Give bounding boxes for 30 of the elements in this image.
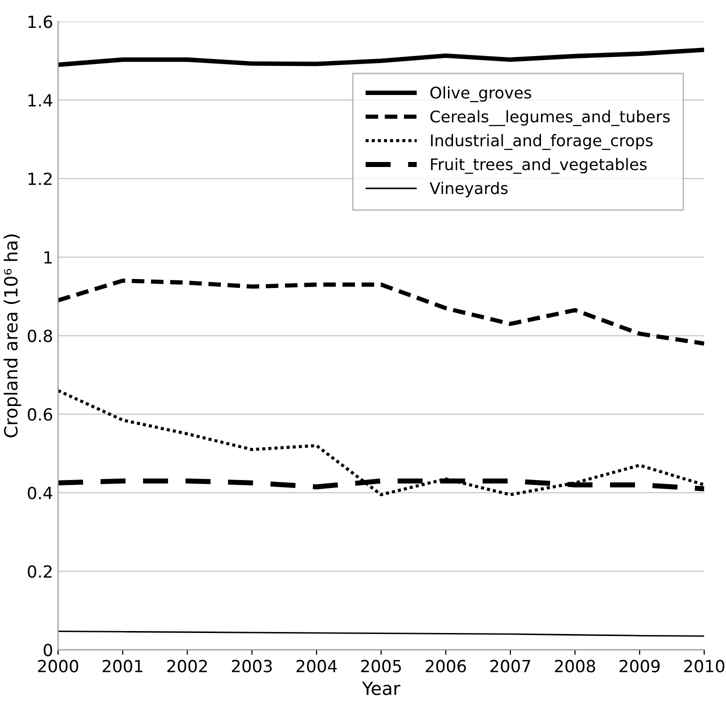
x-tick-label: 2006 [426,660,466,672]
legend-label: Vineyards [430,182,508,198]
legend-label: Cereals__legumes_and_tubers [430,110,670,126]
x-tick-label: 2009 [620,660,660,672]
x-tick-label: 2010 [684,660,724,672]
x-axis-title: Year [362,682,400,696]
y-axis-title: Cropland area (10⁶ ha) [4,234,22,438]
y-tick-label: 0.6 [28,408,52,421]
legend-label: Industrial_and_forage_crops [431,134,653,150]
x-tick-label: 2008 [555,660,596,672]
legend-label: Olive_groves [430,86,532,102]
legend-label: Fruit_trees_and_vegetables [431,158,647,174]
line-series [58,389,704,496]
y-tick-label: 1 [44,251,52,264]
y-tick-label: 1.4 [28,94,52,106]
x-tick-label: 2002 [167,660,207,672]
x-tick-label: 2003 [232,660,272,672]
y-tick-label: 0.4 [28,486,52,500]
line-series [58,278,704,346]
y-tick-label: 1.2 [28,172,52,185]
y-tick-label: 0.2 [28,565,52,578]
y-tick-label: 0 [44,644,52,656]
x-tick-label: 2005 [361,660,401,672]
y-tick-label: 1.6 [28,16,52,28]
x-tick-label: 2000 [38,660,78,672]
y-tick-label: 0.8 [28,330,52,342]
x-tick-label: 2001 [102,660,142,672]
line-series [58,48,704,67]
x-tick-label: 2007 [490,660,530,672]
x-tick-label: 2004 [296,660,337,672]
